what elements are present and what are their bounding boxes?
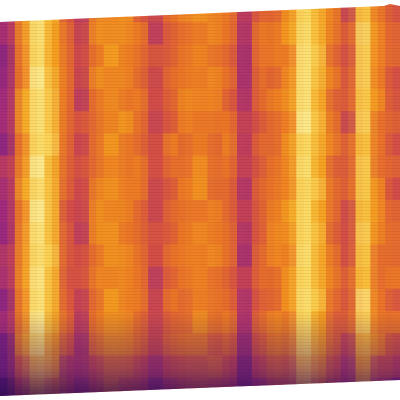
heatmap-cell bbox=[370, 377, 386, 396]
heatmap-cell bbox=[385, 377, 400, 396]
heatmap-cell bbox=[0, 4, 16, 23]
heatmap-cell bbox=[44, 4, 60, 23]
heatmap-cell bbox=[29, 4, 46, 23]
heatmap-cell bbox=[14, 4, 31, 23]
